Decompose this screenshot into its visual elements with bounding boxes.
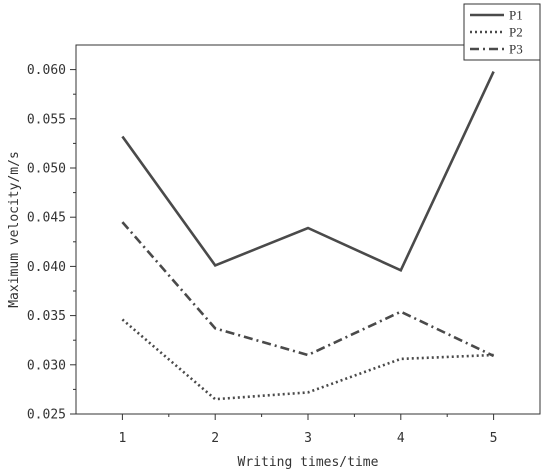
y-tick-label: 0.045	[27, 211, 66, 226]
y-tick-label: 0.025	[27, 408, 66, 423]
legend-label-p1: P1	[509, 8, 523, 23]
y-tick-label: 0.055	[27, 112, 66, 127]
y-tick-label: 0.030	[27, 358, 66, 373]
y-tick-label: 0.035	[27, 309, 66, 324]
series-line-p1	[121, 71, 495, 273]
legend-label-p2: P2	[509, 25, 523, 40]
legend-label-p3: P3	[509, 42, 523, 57]
axes-layer: 1 2 3 4 5 0.025 0.030 0.035 0.040 0.045 0.050 0.055…	[27, 63, 498, 446]
y-tick-label: 0.060	[27, 63, 66, 78]
x-axis-title: Writing times/time	[238, 455, 379, 470]
y-tick-label: 0.050	[27, 162, 66, 177]
x-tick-label: 2	[211, 431, 219, 446]
x-tick-label: 4	[397, 431, 405, 446]
y-tick-label: 0.040	[27, 260, 66, 275]
plot-frame	[75, 44, 541, 415]
series-line-p2	[121, 318, 494, 401]
y-axis-title: Maximum velocity/m/s	[7, 151, 22, 308]
legend: P1 P2 P3	[463, 3, 541, 61]
series-layer	[121, 71, 495, 401]
series-line-p3	[121, 221, 495, 358]
x-tick-label: 3	[304, 431, 312, 446]
x-tick-label: 5	[490, 431, 498, 446]
x-tick-label: 1	[118, 431, 126, 446]
